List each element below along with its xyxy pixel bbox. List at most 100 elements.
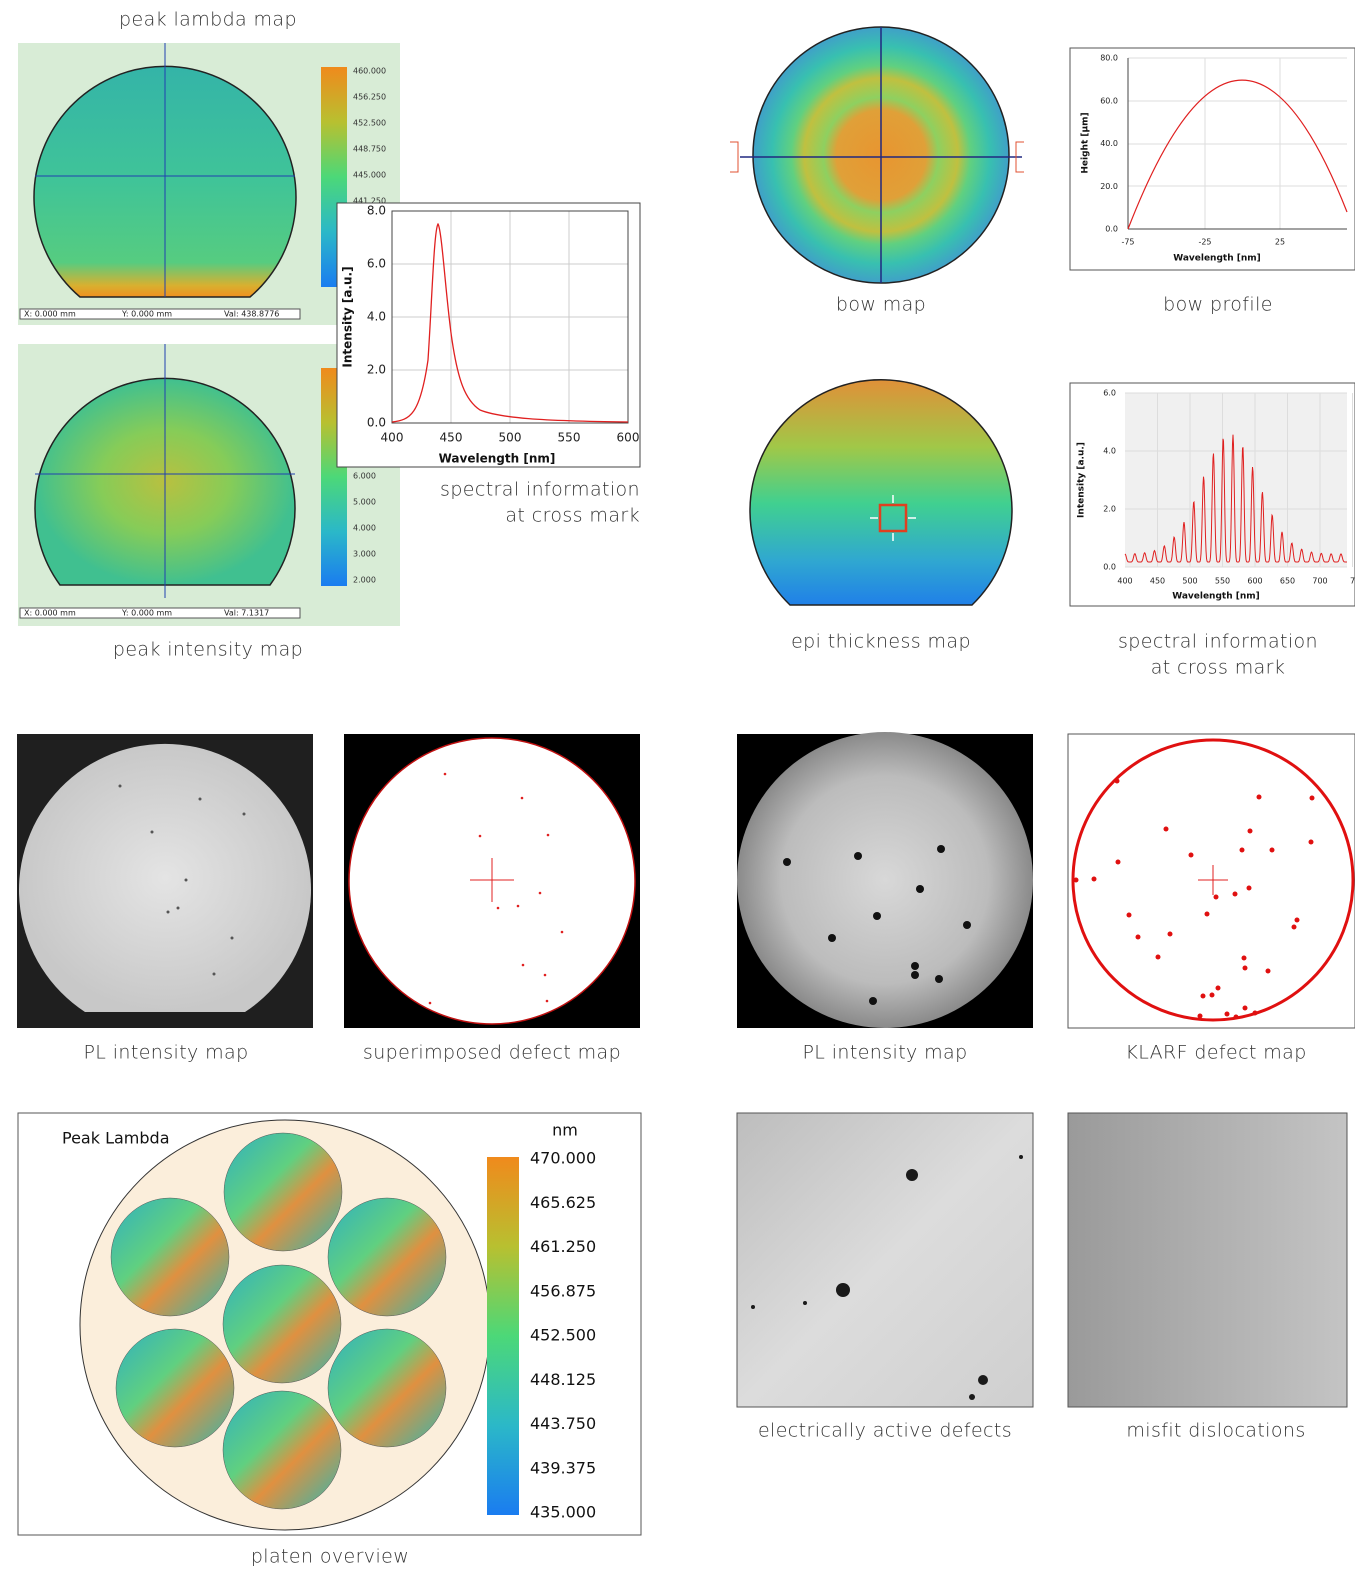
caption: spectral information [1118,631,1318,653]
wafer-map [111,1198,229,1316]
defect [1214,895,1219,900]
defect [546,1000,549,1003]
defect [1243,966,1248,971]
x-tick-label: 500 [1182,577,1197,586]
defect [522,964,525,967]
caption: peak intensity map [113,639,303,661]
x-tick-label: 400 [381,431,404,445]
caption: peak lambda map [119,9,297,31]
defect [916,885,924,893]
defect [854,852,862,860]
x-tick-label: 25 [1275,238,1285,247]
colorbar-label: 460.000 [353,67,386,76]
body: { "peak_lambda_map": {"caption": "peak l… [0,0,1355,1577]
defect [561,931,564,934]
colorbar-label: 465.625 [530,1193,596,1212]
defect [873,912,881,920]
defect [1210,993,1215,998]
x-tick-label: 7 [1350,577,1355,586]
caption: misfit dislocations [1126,1420,1305,1442]
y-tick-label: 4.0 [1103,447,1116,456]
x-axis-label: Wavelength [nm] [1172,592,1260,602]
y-tick-label: 2.0 [367,363,386,377]
colorbar-label: 439.375 [530,1458,596,1477]
defect [1257,795,1262,800]
x-tick-label: 700 [1312,577,1327,586]
y-tick-label: 80.0 [1100,54,1118,63]
x-tick-label: 600 [1247,577,1262,586]
wafer-map [116,1329,234,1447]
defect [911,962,919,970]
colorbar-label: 448.125 [530,1370,596,1389]
defect [911,971,919,979]
caption: at cross mark [505,505,640,527]
defect [1253,1011,1258,1016]
defect [1225,1012,1230,1017]
figure: peak lambda map peak intensity map bow map… [0,0,1355,1577]
caption: PL intensity map [802,1042,967,1064]
defect [151,831,154,834]
status-text: X: 0.000 mm [24,310,76,319]
y-tick-label: 60.0 [1100,96,1118,105]
defect [479,835,482,838]
defect [1247,886,1252,891]
colorbar-label: 456.250 [353,93,386,102]
colorbar [487,1157,519,1515]
defect [935,975,943,983]
defect [1216,986,1221,991]
status-text: Y: 0.000 mm [121,310,172,319]
defect [1266,969,1271,974]
colorbar-label: 2.000 [353,576,376,585]
colorbar-label: 5.000 [353,498,376,507]
caption: bow map [836,294,926,316]
y-tick-label: 20.0 [1100,182,1118,191]
x-tick-label: 650 [1280,577,1295,586]
defect [1156,955,1161,960]
defect [1233,892,1238,897]
x-tick-label: 500 [499,431,522,445]
defect [444,773,447,776]
x-tick-label: 550 [558,431,581,445]
caption: epi thickness map [791,631,971,653]
defect [1136,935,1141,940]
platen-title: Peak Lambda [62,1129,170,1148]
colorbar-label: 443.750 [530,1414,596,1433]
wafer-map [223,1265,341,1383]
caption: spectral information [440,479,640,501]
defect [963,921,971,929]
defect [185,879,188,882]
colorbar-label: 445.000 [353,171,386,180]
status-text: X: 0.000 mm [24,609,76,618]
caption: PL intensity map [83,1042,248,1064]
defect [177,907,180,910]
colorbar-unit: nm [552,1121,578,1140]
colorbar-label: 461.250 [530,1237,596,1256]
defect [1205,912,1210,917]
defect [1164,827,1169,832]
image-panel [737,1113,1033,1407]
wafer-image [737,732,1033,1028]
wafer-map [224,1133,342,1251]
x-tick-label: 400 [1117,577,1132,586]
status-text: Val: 438.8776 [224,310,279,319]
plot-area [1125,393,1347,567]
y-tick-label: 8.0 [367,204,386,218]
defect [1168,932,1173,937]
y-tick-label: 4.0 [367,310,386,324]
status-text: Y: 0.000 mm [121,609,172,618]
defect [544,974,547,977]
x-tick-label: -75 [1121,238,1134,247]
defect [1292,925,1297,930]
caption: platen overview [251,1546,409,1568]
defect [517,905,520,908]
image-panel [1068,734,1355,1028]
defect [1295,918,1300,923]
caption: at cross mark [1151,657,1286,679]
defect [497,907,500,910]
y-tick-label: 6.0 [1103,389,1116,398]
x-tick-label: 450 [1150,577,1165,586]
image-panel [1068,1113,1347,1407]
defect [1116,860,1121,865]
defect [1270,848,1275,853]
colorbar-label: 452.500 [530,1326,596,1345]
